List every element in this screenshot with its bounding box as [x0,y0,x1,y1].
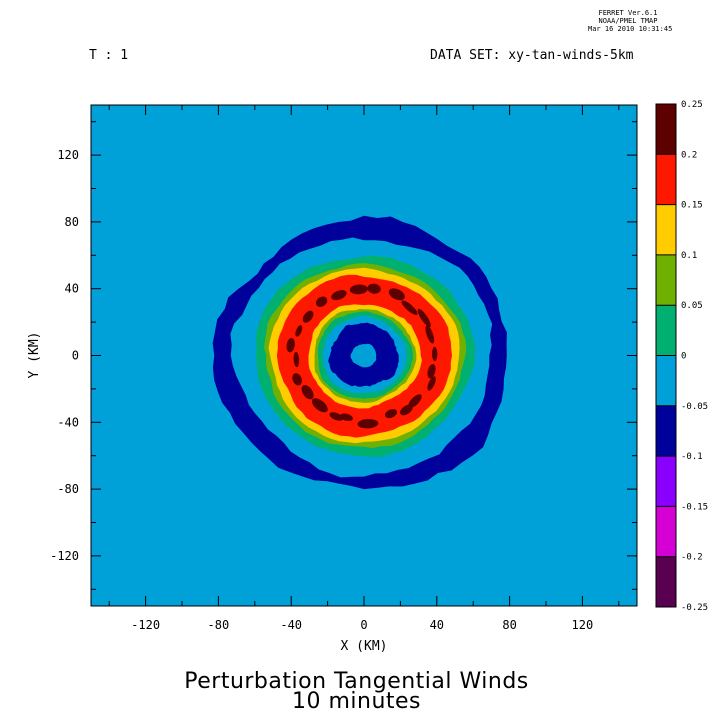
peak-blob [431,346,438,362]
colorbar-label: -0.25 [681,603,708,613]
colorbar-label: -0.1 [681,452,703,462]
peak-blob [427,363,436,379]
peak-blob [339,413,353,422]
colorbar-swatch [656,305,676,356]
ferret-line-2: NOAA/PMEL TMAP [598,17,658,25]
y-tick-label: 80 [65,215,79,229]
colorbar-swatch [656,506,676,558]
inner-negative-core [328,322,399,387]
peak-blob [286,338,295,353]
colorbar-swatch [656,204,676,256]
y-tick-label: 0 [72,349,79,363]
peak-blob [384,409,398,419]
y-tick-label: -120 [50,549,79,563]
y-tick-label: -40 [57,415,79,429]
x-tick-label: 80 [502,618,516,632]
y-tick-label: -80 [57,482,79,496]
peak-blob [357,418,379,429]
colorbar-label: 0 [681,352,686,362]
colorbar-label: 0.1 [681,251,697,261]
y-axis: 120 80 40 0 -40 -80 -120 [50,121,637,590]
peak-blob [408,394,422,408]
colorbar-label: -0.05 [681,402,708,412]
colorbar: 0.25 0.2 0.15 0.1 0.05 0 -0.05 -0.1 -0.15 -0.2 -0.… [655,100,708,613]
colorbar-label: 0.05 [681,301,703,311]
colorbar-label: -0.2 [681,553,703,563]
colorbar-label: -0.15 [681,502,708,512]
ferret-line-1: FERRET Ver.6.1 [598,9,658,17]
colorbar-label: 0.2 [681,150,697,160]
y-tick-label: 120 [57,148,79,162]
colorbar-swatch [656,104,676,155]
colorbar-label: 0.25 [681,100,703,110]
peak-blob [311,398,328,413]
colorbar-label: 0.15 [681,201,703,211]
colorbar-swatch [656,254,676,306]
colorbar-swatch [656,405,676,457]
x-tick-label: 40 [430,618,444,632]
peak-blob [315,296,328,307]
colorbar-swatch [656,355,676,407]
y-tick-label: 40 [65,282,79,296]
peak-blob [331,290,347,301]
peak-blob [292,373,302,386]
peak-blob [349,284,368,295]
y-axis-label: Y (KM) [27,332,42,379]
contour-field [212,215,507,490]
peak-blob [301,385,314,400]
x-tick-label: -40 [280,618,302,632]
x-tick-label: -120 [131,618,160,632]
x-tick-label: 120 [572,618,594,632]
colorbar-swatch [656,154,676,206]
plot-title: Perturbation Tangential Winds 10 minutes [0,669,713,714]
colorbar-swatch [656,556,676,608]
peak-blob [302,310,314,323]
peak-blob [367,283,381,294]
colorbar-swatch [656,456,676,507]
x-axis: -120 -80 -40 0 40 80 120 [108,105,620,632]
x-tick-label: -80 [208,618,230,632]
peak-blob [425,325,435,344]
x-axis-label: X (KM) [341,639,388,654]
x-tick-label: 0 [360,618,367,632]
peak-blob [401,300,418,315]
ferret-stamp: FERRET Ver.6.1 NOAA/PMEL TMAP Mar 16 201… [588,9,673,33]
peak-blob [293,351,300,368]
peak-blob [417,308,431,328]
time-label: T : 1 [89,48,129,63]
peak-blob [295,325,303,337]
ferret-line-3: Mar 16 2010 10:31:45 [588,25,673,33]
dataset-label: DATA SET: xy-tan-winds-5km [430,48,634,63]
title-line-1: Perturbation Tangential Winds [184,669,529,694]
peak-blob [329,412,343,421]
peak-blob [427,376,436,391]
title-line-2: 10 minutes [291,689,422,714]
peak-blob [388,288,405,301]
